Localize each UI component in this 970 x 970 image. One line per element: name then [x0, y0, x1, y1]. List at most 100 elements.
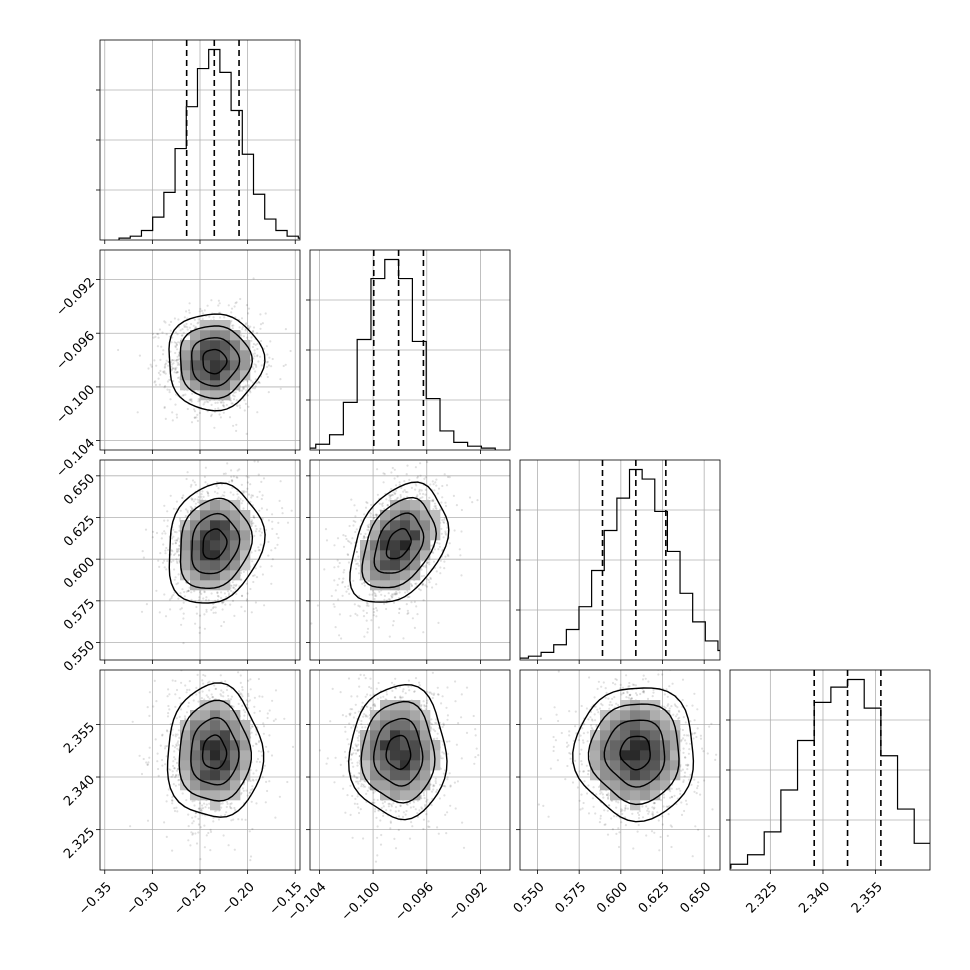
scatter-point	[258, 710, 261, 713]
scatter-point	[222, 620, 226, 624]
panel-content	[100, 250, 300, 450]
scatter-point	[170, 341, 173, 344]
scatter-point	[228, 416, 232, 419]
scatter-point	[190, 506, 193, 509]
density-cell	[240, 340, 251, 351]
scatter-point	[176, 361, 179, 364]
scatter-point	[240, 578, 243, 581]
scatter-point	[181, 334, 184, 337]
scatter-point	[220, 694, 223, 697]
scatter-point	[247, 324, 250, 328]
scatter-point	[177, 554, 180, 557]
scatter-point	[424, 493, 427, 496]
scatter-point	[418, 492, 422, 495]
scatter-point	[263, 347, 266, 350]
scatter-point	[161, 331, 164, 334]
density-cell	[210, 370, 221, 381]
scatter-point	[163, 365, 167, 368]
scatter-point	[408, 595, 411, 599]
scatter-point	[253, 363, 256, 366]
scatter-point	[245, 598, 248, 601]
scatter-point	[216, 594, 219, 598]
scatter-point	[362, 535, 366, 538]
scatter-point	[264, 528, 267, 532]
scatter-point	[169, 608, 172, 611]
scatter-point	[200, 495, 203, 498]
scatter-point	[170, 597, 173, 600]
scatter-point	[241, 499, 244, 502]
scatter-point	[166, 388, 169, 391]
scatter-point	[265, 508, 269, 511]
scatter-point	[252, 277, 255, 280]
density-cell	[200, 580, 211, 591]
scatter-point	[220, 401, 223, 404]
scatter-point	[191, 498, 194, 501]
scatter-point	[405, 473, 408, 476]
scatter-point	[172, 559, 175, 562]
density-cell	[400, 530, 411, 541]
scatter-point	[233, 305, 236, 308]
scatter-point	[251, 785, 254, 788]
scatter-point	[458, 548, 461, 551]
density-cell	[200, 340, 211, 351]
scatter-point	[172, 367, 175, 370]
scatter-point	[229, 806, 232, 809]
scatter-point	[422, 565, 425, 568]
scatter-point	[229, 399, 232, 402]
scatter-point	[163, 593, 166, 596]
scatter-point	[186, 328, 189, 331]
scatter-point	[213, 426, 216, 429]
scatter-point	[218, 302, 221, 305]
scatter-point	[404, 490, 407, 494]
scatter-point	[117, 348, 120, 352]
scatter-point	[234, 584, 237, 588]
scatter-point	[252, 329, 255, 332]
density-cell	[410, 530, 421, 541]
scatter-point	[193, 590, 196, 593]
scatter-point	[348, 524, 351, 528]
scatter-point	[224, 472, 227, 475]
scatter-point	[175, 539, 179, 542]
scatter-point	[278, 795, 281, 798]
scatter-point	[265, 373, 268, 376]
scatter-point	[223, 405, 226, 408]
scatter-point	[248, 830, 251, 833]
scatter-point	[198, 614, 202, 617]
scatter-point	[254, 343, 257, 346]
scatter-point	[444, 501, 447, 504]
scatter-point	[174, 576, 177, 579]
scatter-point	[439, 566, 442, 569]
scatter-point	[358, 595, 361, 598]
scatter-point	[163, 530, 166, 533]
scatter-point	[410, 601, 413, 604]
scatter-point	[235, 476, 238, 479]
scatter-point	[184, 515, 187, 518]
scatter-point	[246, 394, 249, 397]
scatter-point	[266, 361, 269, 364]
scatter-point	[355, 567, 358, 570]
scatter-point	[441, 484, 444, 488]
scatter-point	[207, 492, 210, 495]
scatter-point	[270, 582, 273, 585]
scatter-point	[154, 335, 157, 338]
density-cell	[200, 570, 211, 581]
scatter-point	[169, 494, 172, 497]
scatter-point	[413, 626, 416, 630]
scatter-point	[201, 490, 204, 493]
density-cell	[200, 390, 211, 401]
scatter-point	[358, 605, 361, 608]
scatter-point	[352, 524, 355, 527]
scatter-point	[254, 385, 257, 388]
scatter-point	[393, 477, 396, 480]
scatter-point	[406, 590, 409, 593]
scatter-point	[223, 494, 226, 497]
scatter-point	[221, 494, 224, 497]
scatter-point	[255, 743, 258, 746]
scatter-point	[388, 598, 391, 601]
scatter-point	[169, 398, 172, 401]
scatter-point	[163, 405, 166, 409]
scatter-point	[363, 635, 366, 638]
scatter-point	[251, 725, 254, 728]
scatter-point	[177, 341, 180, 344]
